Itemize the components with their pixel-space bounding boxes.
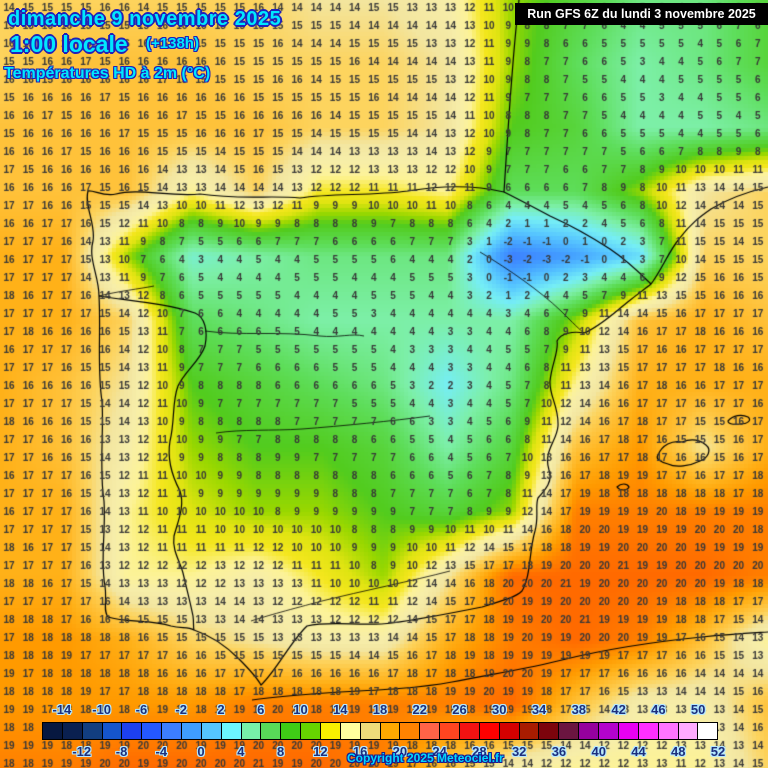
scale-cell: [538, 722, 560, 740]
scale-label: 44: [631, 744, 646, 759]
scale-label: 0: [197, 744, 205, 759]
scale-cell: [359, 722, 381, 740]
scale-label: 32: [511, 744, 527, 759]
forecast-time-row: 1:00 locale (+138h): [10, 31, 199, 58]
scale-cell: [598, 722, 619, 740]
scale-label: -4: [155, 744, 168, 759]
scale-cell: [578, 722, 600, 740]
scale-label: 6: [257, 702, 265, 717]
scale-label: 40: [591, 744, 606, 759]
scale-cell: [141, 722, 163, 740]
forecast-offset: (+138h): [146, 35, 199, 52]
scale-cell: [300, 722, 322, 740]
scale-cell: [617, 722, 639, 740]
copyright: Copyright 2025 Meteociel.fr: [347, 751, 504, 765]
scale-cell: [240, 722, 262, 740]
scale-label: -12: [72, 744, 92, 759]
scale-cell: [657, 722, 679, 740]
scale-cell: [280, 722, 302, 740]
run-info-banner: Run GFS 6Z du lundi 3 novembre 2025: [515, 3, 768, 25]
scale-label: 48: [671, 744, 686, 759]
scale-cell: [220, 722, 242, 740]
scale-cell: [121, 722, 143, 740]
map-variable-label: Températures HD à 2m (°C): [4, 65, 211, 82]
scale-label: 52: [710, 744, 726, 759]
forecast-time: 1:00 locale: [10, 31, 128, 57]
scale-cell: [637, 722, 659, 740]
scale-label: 8: [276, 744, 285, 759]
scale-cell: [518, 722, 540, 740]
scale-cell: [260, 722, 282, 740]
scale-label: -6: [135, 702, 148, 717]
scale-cell: [181, 722, 202, 740]
scale-label: 10: [293, 702, 308, 717]
color-scale-bar: [42, 722, 719, 740]
scale-cell: [161, 722, 183, 740]
scale-label: 14: [333, 702, 348, 717]
scale-label: 24: [432, 744, 447, 759]
scale-cell: [399, 722, 421, 740]
scale-label: -8: [115, 744, 128, 759]
scale-cell: [101, 722, 123, 740]
scale-cell: [379, 722, 401, 740]
scale-label: 26: [452, 702, 467, 717]
scale-label: 34: [531, 702, 547, 717]
scale-cell: [439, 722, 461, 740]
scale-cell: [81, 722, 103, 740]
scale-label: -10: [92, 702, 112, 717]
scale-cell: [677, 722, 699, 740]
scale-cell: [339, 722, 361, 740]
scale-cell: [42, 722, 63, 740]
scale-label: 38: [571, 702, 587, 717]
scale-label: 20: [392, 744, 408, 759]
scale-label: 16: [352, 744, 368, 759]
scale-label: 36: [551, 744, 567, 759]
scale-label: 22: [412, 702, 427, 717]
scale-cell: [697, 722, 719, 740]
scale-label: -14: [52, 702, 72, 717]
scale-label: -2: [175, 702, 187, 717]
scale-cell: [459, 722, 480, 740]
scale-cell: [478, 722, 500, 740]
scale-label: 18: [372, 702, 388, 717]
scale-cell: [558, 722, 580, 740]
scale-label: 50: [690, 702, 706, 717]
scale-cell: [61, 722, 83, 740]
scale-label: 42: [611, 702, 626, 717]
scale-label: 30: [492, 702, 507, 717]
forecast-date: dimanche 9 novembre 2025: [8, 8, 282, 30]
scale-cell: [200, 722, 222, 740]
scale-label: 2: [217, 702, 225, 717]
scale-cell: [498, 722, 520, 740]
scale-label: 46: [651, 702, 666, 717]
scale-label: 12: [313, 744, 328, 759]
scale-cell: [419, 722, 441, 740]
scale-label: 28: [472, 744, 487, 759]
scale-label: 4: [237, 744, 245, 759]
scale-cell: [320, 722, 341, 740]
